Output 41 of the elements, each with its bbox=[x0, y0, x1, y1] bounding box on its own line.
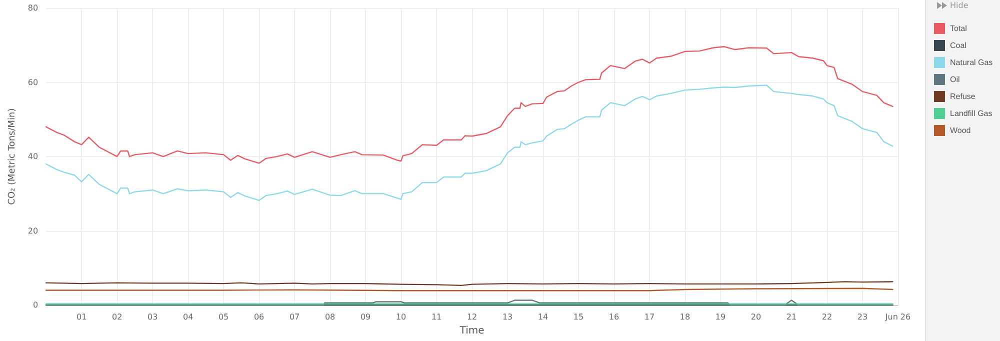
x-tick-label: 05 bbox=[218, 312, 229, 322]
x-tick-label: 10 bbox=[396, 312, 406, 322]
x-tick-label: 20 bbox=[750, 312, 762, 322]
x-axis-title: Time bbox=[458, 326, 484, 336]
x-tick-label: 16 bbox=[608, 312, 620, 322]
x-tick-label: 12 bbox=[466, 312, 478, 322]
y-tick-label: 40 bbox=[28, 152, 38, 162]
legend-label: Coal bbox=[950, 41, 967, 50]
line-series bbox=[45, 46, 894, 164]
legend-label: Oil bbox=[950, 75, 960, 84]
x-tick-label: 22 bbox=[822, 312, 832, 322]
y-tick-label: 20 bbox=[28, 226, 38, 236]
y-tick-label: 0 bbox=[32, 300, 38, 310]
x-tick-label: 17 bbox=[644, 312, 655, 322]
x-tick-label: 15 bbox=[573, 312, 584, 322]
x-tick-label: 13 bbox=[502, 312, 513, 322]
x-tick-label: 18 bbox=[680, 312, 690, 322]
legend-label: Total bbox=[950, 24, 968, 33]
x-tick-label: 21 bbox=[786, 312, 797, 322]
x-tick-label: 19 bbox=[715, 312, 726, 322]
x-tick-label: 06 bbox=[254, 312, 264, 322]
x-tick-label: 14 bbox=[538, 312, 548, 322]
x-tick-label: 11 bbox=[431, 312, 442, 322]
legend-label: Refuse bbox=[950, 92, 976, 101]
x-tick-label: 08 bbox=[324, 312, 336, 322]
x-tick-label: Jun 26 bbox=[884, 312, 911, 322]
y-tick-label: 60 bbox=[28, 78, 38, 87]
y-tick-label: 80 bbox=[28, 4, 38, 12]
x-tick-label: 23 bbox=[857, 312, 868, 322]
legend-label: Wood bbox=[950, 126, 971, 135]
legend-label: Landfill Gas bbox=[950, 109, 992, 118]
x-tick-label: 09 bbox=[360, 312, 371, 322]
line-series bbox=[45, 84, 894, 201]
legend-label: Natural Gas bbox=[950, 58, 993, 67]
x-tick-label: 07 bbox=[289, 312, 300, 322]
x-tick-label: 04 bbox=[182, 312, 194, 322]
x-tick-label: 03 bbox=[147, 312, 158, 322]
x-tick-label: 01 bbox=[76, 312, 87, 322]
y-axis-title: CO₂ (Metric Tons/Min) bbox=[8, 108, 18, 205]
text: Hide bbox=[950, 1, 968, 10]
x-tick-label: 02 bbox=[112, 312, 122, 322]
